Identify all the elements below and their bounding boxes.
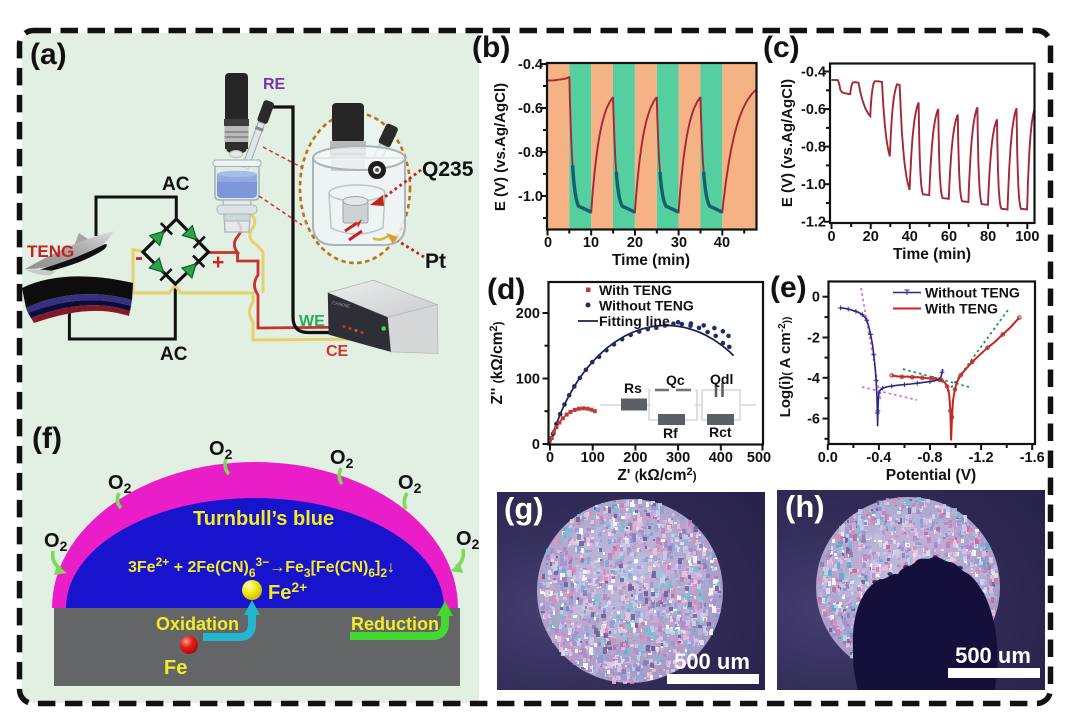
- svg-text:+: +: [212, 251, 224, 274]
- svg-text:0: 0: [812, 290, 820, 306]
- svg-text:20: 20: [627, 235, 643, 251]
- svg-text:Time (min): Time (min): [612, 252, 690, 269]
- svg-text:Z' (kΩ/cm2): Z' (kΩ/cm2): [617, 466, 696, 484]
- svg-text:TENG: TENG: [27, 242, 74, 261]
- svg-text:AC: AC: [160, 344, 188, 365]
- svg-text:With TENG: With TENG: [599, 282, 672, 298]
- svg-text:-1.0: -1.0: [801, 177, 826, 193]
- svg-text:100: 100: [516, 372, 540, 388]
- svg-text:WE: WE: [299, 313, 325, 330]
- svg-text:500 um: 500 um: [674, 649, 750, 674]
- svg-text:0.0: 0.0: [818, 450, 838, 466]
- svg-text:(e): (e): [770, 271, 807, 304]
- svg-text:-2: -2: [807, 331, 820, 347]
- svg-text:CHI600E: CHI600E: [332, 300, 351, 309]
- svg-text:40: 40: [902, 229, 918, 245]
- svg-text:CE: CE: [326, 343, 349, 360]
- svg-text:(f): (f): [32, 422, 62, 455]
- svg-text:3Fe2+ + 2Fe(CN)63−→Fe3[Fe(CN)6: 3Fe2+ + 2Fe(CN)63−→Fe3[Fe(CN)6]2↓: [128, 555, 395, 580]
- svg-text:Reduction: Reduction: [351, 614, 439, 634]
- svg-text:Qc: Qc: [666, 372, 685, 388]
- svg-text:Rf: Rf: [663, 425, 678, 441]
- svg-text:AC: AC: [162, 174, 190, 195]
- svg-text:-1.2: -1.2: [969, 450, 994, 466]
- svg-text:Potential (V): Potential (V): [886, 467, 976, 484]
- svg-text:Qdl: Qdl: [710, 371, 733, 387]
- svg-text:-0.6: -0.6: [518, 101, 543, 117]
- svg-text:Fe: Fe: [164, 657, 187, 679]
- svg-text:0: 0: [546, 450, 554, 466]
- svg-text:Rs: Rs: [624, 380, 642, 396]
- svg-text:-4: -4: [807, 371, 820, 387]
- svg-text:Log(i)( A cm-2)): Log(i)( A cm-2)): [777, 317, 794, 418]
- svg-text:Z'' (kΩ/cm2): Z'' (kΩ/cm2): [488, 321, 506, 404]
- svg-text:-0.8: -0.8: [918, 450, 943, 466]
- svg-text:-: -: [135, 244, 143, 271]
- svg-text:-0.8: -0.8: [518, 145, 543, 161]
- svg-text:500 um: 500 um: [955, 643, 1031, 668]
- svg-text:RE: RE: [263, 76, 286, 93]
- svg-text:Without TENG: Without TENG: [925, 285, 1020, 301]
- svg-text:(b): (b): [472, 31, 510, 64]
- svg-text:300: 300: [666, 450, 690, 466]
- svg-text:100: 100: [1015, 229, 1039, 245]
- svg-text:Pt: Pt: [425, 250, 446, 273]
- svg-text:0: 0: [532, 437, 540, 453]
- svg-text:-0.4: -0.4: [518, 57, 543, 73]
- svg-text:E (V) (vs.Ag/AgCl): E (V) (vs.Ag/AgCl): [492, 83, 509, 211]
- svg-text:0: 0: [544, 235, 552, 251]
- svg-text:E (V) (vs.Ag/AgCl): E (V) (vs.Ag/AgCl): [779, 79, 796, 207]
- svg-text:80: 80: [980, 229, 996, 245]
- svg-text:-0.4: -0.4: [866, 450, 891, 466]
- svg-text:(h): (h): [785, 489, 825, 524]
- svg-text:Q235: Q235: [422, 158, 474, 181]
- svg-text:-0.4: -0.4: [801, 65, 826, 81]
- svg-text:-1.2: -1.2: [801, 215, 826, 231]
- svg-text:(c): (c): [763, 31, 800, 64]
- svg-text:-0.8: -0.8: [801, 140, 826, 156]
- svg-text:(d): (d): [487, 273, 525, 306]
- svg-text:Fitting line: Fitting line: [599, 313, 670, 329]
- svg-text:10: 10: [583, 235, 599, 251]
- svg-text:Rct: Rct: [709, 424, 732, 440]
- svg-text:Without TENG: Without TENG: [599, 298, 694, 314]
- svg-text:0: 0: [827, 229, 835, 245]
- svg-text:(g): (g): [504, 491, 544, 526]
- svg-text:Turnbull’s blue: Turnbull’s blue: [193, 508, 334, 530]
- svg-text:-1.6: -1.6: [1020, 450, 1045, 466]
- svg-text:30: 30: [671, 235, 687, 251]
- svg-text:Time (min): Time (min): [893, 246, 971, 263]
- svg-text:(a): (a): [30, 38, 67, 71]
- svg-text:60: 60: [941, 229, 957, 245]
- svg-text:500: 500: [747, 450, 771, 466]
- svg-text:200: 200: [623, 450, 647, 466]
- svg-text:40: 40: [714, 235, 730, 251]
- svg-text:100: 100: [581, 450, 605, 466]
- svg-text:-0.6: -0.6: [801, 102, 826, 118]
- svg-text:200: 200: [516, 306, 540, 322]
- svg-text:Oxidation: Oxidation: [156, 614, 239, 634]
- svg-text:-1.0: -1.0: [518, 189, 543, 205]
- svg-text:-6: -6: [807, 412, 820, 428]
- svg-text:400: 400: [709, 450, 733, 466]
- svg-text:20: 20: [863, 229, 879, 245]
- svg-text:With TENG: With TENG: [925, 301, 998, 317]
